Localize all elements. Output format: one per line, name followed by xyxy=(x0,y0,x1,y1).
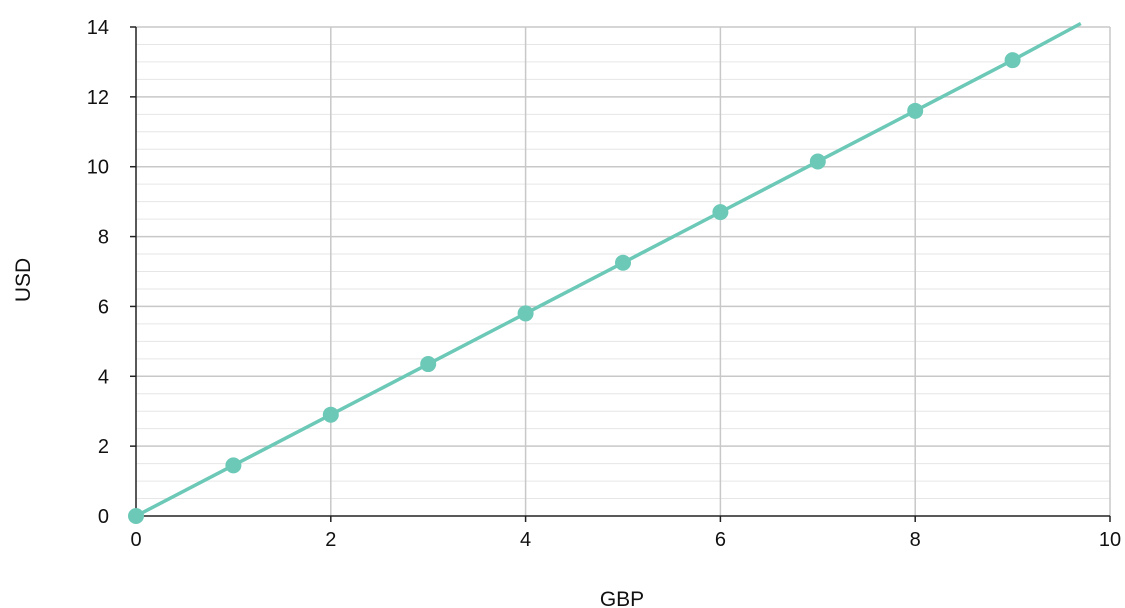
data-point xyxy=(809,153,826,170)
x-axis-label: GBP xyxy=(600,588,644,608)
data-points xyxy=(128,52,1021,524)
data-point xyxy=(517,305,534,322)
minor-gridlines xyxy=(136,43,1110,500)
x-tick-label: 0 xyxy=(130,529,141,551)
major-gridlines xyxy=(136,26,1111,516)
y-tick-label: 8 xyxy=(98,227,109,249)
x-tick-labels: 0 2 4 6 8 10 xyxy=(130,516,1121,551)
axes xyxy=(135,27,1110,517)
y-tick-label: 4 xyxy=(98,366,109,388)
y-tick-label: 2 xyxy=(98,436,109,458)
y-tick-label: 14 xyxy=(87,17,109,39)
x-tick-label: 4 xyxy=(520,529,531,551)
data-point xyxy=(128,508,144,524)
data-point xyxy=(1004,52,1021,69)
data-point xyxy=(712,204,729,221)
y-tick-labels: 0 2 4 6 8 10 12 14 xyxy=(87,17,136,528)
data-point xyxy=(907,102,924,119)
y-tick-label: 6 xyxy=(98,296,109,318)
y-axis-label: USD xyxy=(12,258,35,302)
y-tick-label: 10 xyxy=(87,157,109,179)
data-point xyxy=(225,457,242,474)
data-point xyxy=(420,356,437,373)
y-tick-label: 12 xyxy=(87,87,109,109)
x-tick-label: 10 xyxy=(1099,529,1121,551)
data-point xyxy=(615,254,631,271)
x-tick-label: 6 xyxy=(715,529,726,551)
x-tick-label: 8 xyxy=(910,529,921,551)
y-tick-label: 0 xyxy=(98,506,109,528)
x-tick-label: 2 xyxy=(325,529,336,551)
data-point xyxy=(322,406,339,423)
